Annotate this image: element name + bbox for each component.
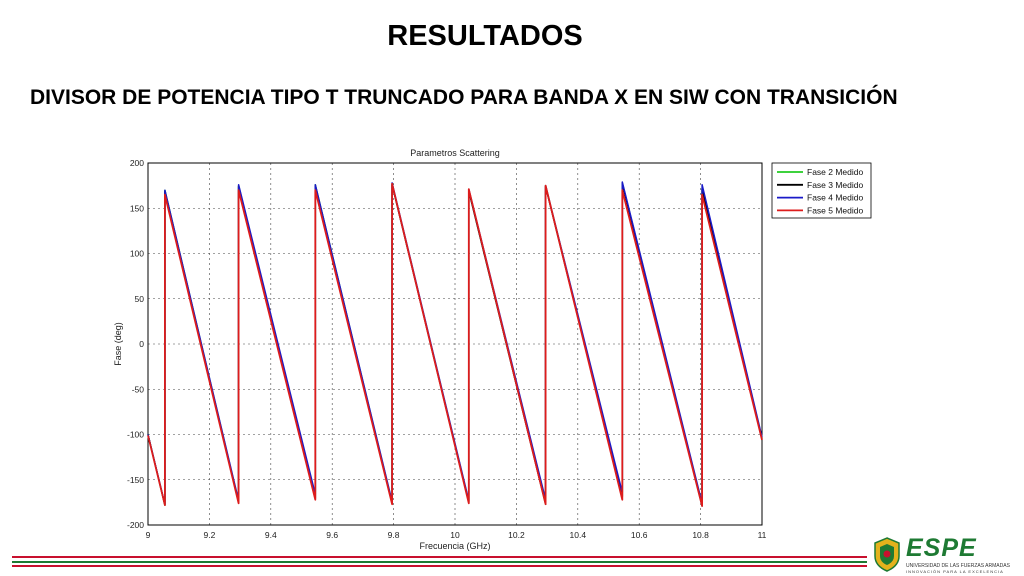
footer-stripes bbox=[12, 556, 867, 567]
y-tick-label: -150 bbox=[127, 475, 144, 485]
series-lines bbox=[147, 181, 763, 507]
x-tick-label: 9.4 bbox=[265, 530, 277, 540]
slide-title: RESULTADOS bbox=[387, 20, 583, 52]
x-tick-label: 10 bbox=[450, 530, 460, 540]
y-tick-label: -100 bbox=[127, 430, 144, 440]
chart-title: Parametros Scattering bbox=[410, 148, 500, 158]
x-tick-label: 10.8 bbox=[692, 530, 709, 540]
x-axis-label: Frecuencia (GHz) bbox=[419, 541, 490, 551]
series-line-4 bbox=[147, 182, 763, 507]
x-tick-label: 9.2 bbox=[203, 530, 215, 540]
y-tick-label: 0 bbox=[139, 339, 144, 349]
logo-name: ESPE bbox=[906, 534, 977, 562]
legend-entry: Fase 5 Medido bbox=[807, 205, 863, 215]
grid-lines bbox=[147, 162, 763, 526]
x-tick-label: 9.6 bbox=[326, 530, 338, 540]
slide-subtitle: DIVISOR DE POTENCIA TIPO T TRUNCADO PARA… bbox=[30, 86, 898, 109]
y-tick-label: -200 bbox=[127, 520, 144, 530]
y-tick-label: -50 bbox=[132, 384, 145, 394]
espe-logo: ESPE UNIVERSIDAD DE LAS FUERZAS ARMADAS … bbox=[872, 534, 1012, 574]
x-tick-label: 11 bbox=[758, 530, 767, 540]
x-tick-label: 10.4 bbox=[570, 530, 587, 540]
y-tick-label: 200 bbox=[130, 158, 144, 168]
plot-frame bbox=[147, 162, 763, 526]
x-tick-label: 9.8 bbox=[388, 530, 400, 540]
legend-entry: Fase 2 Medido bbox=[807, 167, 863, 177]
axis-ticks: 9 9.2 9.4 9.6 9.8 10 10.2 10.4 10.6 10.8 11 -200 -15… bbox=[127, 158, 767, 540]
footer-stripe-red bbox=[12, 556, 867, 558]
x-tick-label: 9 bbox=[146, 530, 151, 540]
logo-line1: UNIVERSIDAD DE LAS FUERZAS ARMADAS bbox=[906, 563, 1010, 569]
footer-stripe-green bbox=[12, 561, 867, 563]
logo-line2: INNOVACIÓN PARA LA EXCELENCIA bbox=[906, 569, 1004, 574]
y-tick-label: 100 bbox=[130, 249, 144, 259]
x-tick-label: 10.2 bbox=[508, 530, 525, 540]
x-tick-label: 10.6 bbox=[631, 530, 648, 540]
legend-entry: Fase 3 Medido bbox=[807, 180, 863, 190]
footer-stripe-red-2 bbox=[12, 565, 867, 567]
y-tick-label: 50 bbox=[135, 294, 145, 304]
espe-shield-icon bbox=[874, 537, 900, 572]
y-tick-label: 150 bbox=[130, 203, 144, 213]
legend: Fase 2 Medido Fase 3 Medido Fase 4 Medido F… bbox=[771, 162, 872, 219]
legend-entry: Fase 4 Medido bbox=[807, 193, 863, 203]
y-axis-label: Fase (deg) bbox=[113, 322, 123, 366]
